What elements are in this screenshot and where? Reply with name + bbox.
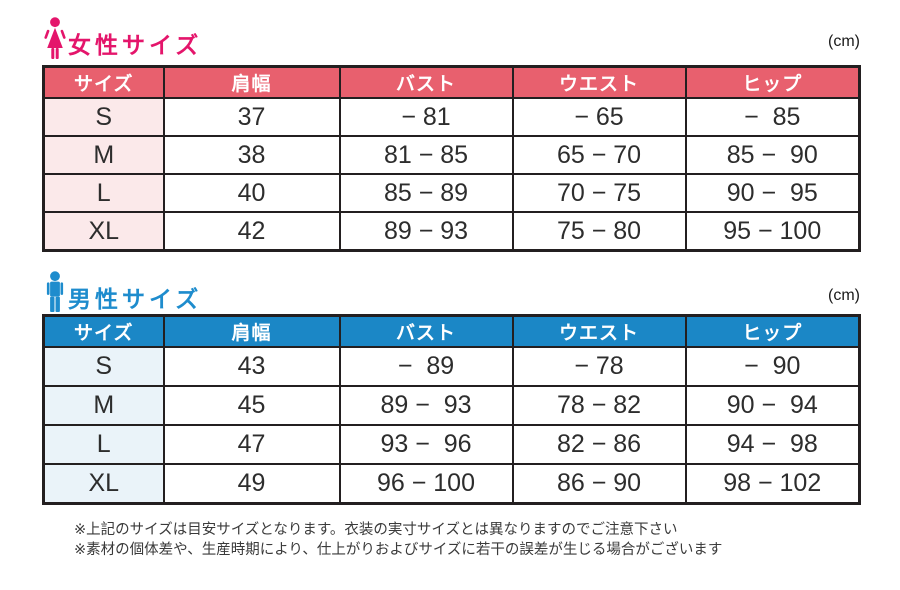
women-unit-label: (cm)	[828, 33, 860, 50]
men-xl-bust: 96 − 100	[338, 463, 514, 505]
women-size-table: サイズ 肩幅 バスト ウエスト ヒップ S 37 − 81 − 65 − 85 …	[42, 65, 861, 252]
footnote-line-2: ※素材の個体差や、生産時期により、仕上がりおよびサイズに若干の誤差が生じる場合が…	[74, 541, 723, 558]
women-xl-waist: 75 − 80	[511, 211, 687, 252]
women-s-size: S	[42, 97, 165, 137]
men-section-title: 男性サイズ	[68, 286, 203, 312]
men-size-table: サイズ 肩幅 バスト ウエスト ヒップ S 43 − 89 − 78 − 90 …	[42, 314, 861, 505]
women-xl-size: XL	[42, 211, 165, 252]
men-l-size: L	[42, 424, 165, 465]
female-pictogram-icon	[44, 17, 66, 63]
men-header-size: サイズ	[42, 314, 165, 348]
men-s-size: S	[42, 346, 165, 387]
women-m-bust: 81 − 85	[338, 135, 514, 175]
women-m-size: M	[42, 135, 165, 175]
men-l-shoulder: 47	[162, 424, 341, 465]
men-header-row: サイズ 肩幅 バスト ウエスト ヒップ	[42, 314, 861, 348]
male-pictogram-icon	[44, 271, 66, 317]
men-row-l: L 47 93 − 96 82 − 86 94 − 98	[42, 424, 861, 465]
men-m-shoulder: 45	[162, 385, 341, 426]
men-m-bust: 89 − 93	[338, 385, 514, 426]
women-s-waist: − 65	[511, 97, 687, 137]
women-xl-hip: 95 − 100	[684, 211, 861, 252]
women-s-shoulder: 37	[162, 97, 341, 137]
men-s-waist: − 78	[511, 346, 687, 387]
women-s-bust: − 81	[338, 97, 514, 137]
men-m-size: M	[42, 385, 165, 426]
women-header-hip: ヒップ	[684, 65, 861, 99]
men-m-waist: 78 − 82	[511, 385, 687, 426]
women-m-hip: 85 − 90	[684, 135, 861, 175]
men-s-bust: − 89	[338, 346, 514, 387]
men-header-waist: ウエスト	[511, 314, 687, 348]
women-xl-bust: 89 − 93	[338, 211, 514, 252]
footnotes: ※上記のサイズは目安サイズとなります。衣装の実寸サイズとは異なりますのでご注意下…	[74, 521, 722, 560]
women-s-hip: − 85	[684, 97, 861, 137]
women-row-s: S 37 − 81 − 65 − 85	[42, 97, 861, 137]
men-header-hip: ヒップ	[684, 314, 861, 348]
women-l-waist: 70 − 75	[511, 173, 687, 213]
men-xl-waist: 86 − 90	[511, 463, 687, 505]
men-xl-hip: 98 − 102	[684, 463, 861, 505]
women-row-l: L 40 85 − 89 70 − 75 90 − 95	[42, 173, 861, 213]
women-header-row: サイズ 肩幅 バスト ウエスト ヒップ	[42, 65, 861, 99]
men-xl-size: XL	[42, 463, 165, 505]
men-l-waist: 82 − 86	[511, 424, 687, 465]
women-row-m: M 38 81 − 85 65 − 70 85 − 90	[42, 135, 861, 175]
women-header-size: サイズ	[42, 65, 165, 99]
women-header-bust: バスト	[338, 65, 514, 99]
footnote-line-1: ※上記のサイズは目安サイズとなります。衣装の実寸サイズとは異なりますのでご注意下…	[74, 522, 678, 538]
men-s-shoulder: 43	[162, 346, 341, 387]
men-xl-shoulder: 49	[162, 463, 341, 505]
women-header-waist: ウエスト	[511, 65, 687, 99]
women-l-hip: 90 − 95	[684, 173, 861, 213]
men-header-bust: バスト	[338, 314, 514, 348]
men-row-xl: XL 49 96 − 100 86 − 90 98 − 102	[42, 463, 861, 505]
men-l-bust: 93 − 96	[338, 424, 514, 465]
women-l-size: L	[42, 173, 165, 213]
men-row-s: S 43 − 89 − 78 − 90	[42, 346, 861, 387]
men-header-shoulder: 肩幅	[162, 314, 341, 348]
men-row-m: M 45 89 − 93 78 − 82 90 − 94	[42, 385, 861, 426]
men-m-hip: 90 − 94	[684, 385, 861, 426]
women-section-title: 女性サイズ	[68, 32, 203, 58]
men-s-hip: − 90	[684, 346, 861, 387]
women-xl-shoulder: 42	[162, 211, 341, 252]
women-m-waist: 65 − 70	[511, 135, 687, 175]
women-l-shoulder: 40	[162, 173, 341, 213]
women-m-shoulder: 38	[162, 135, 341, 175]
men-unit-label: (cm)	[828, 287, 860, 304]
men-l-hip: 94 − 98	[684, 424, 861, 465]
women-header-shoulder: 肩幅	[162, 65, 341, 99]
women-l-bust: 85 − 89	[338, 173, 514, 213]
women-row-xl: XL 42 89 − 93 75 − 80 95 − 100	[42, 211, 861, 252]
